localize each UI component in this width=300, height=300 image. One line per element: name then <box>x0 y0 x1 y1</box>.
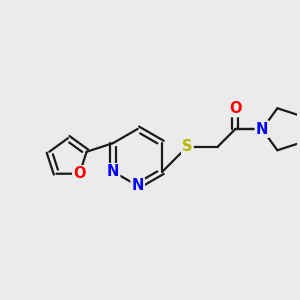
Text: N: N <box>131 178 144 193</box>
Text: O: O <box>73 166 86 181</box>
Text: N: N <box>256 122 268 137</box>
Text: N: N <box>256 122 268 137</box>
Text: S: S <box>182 139 193 154</box>
Text: N: N <box>107 164 119 179</box>
Text: O: O <box>229 101 242 116</box>
